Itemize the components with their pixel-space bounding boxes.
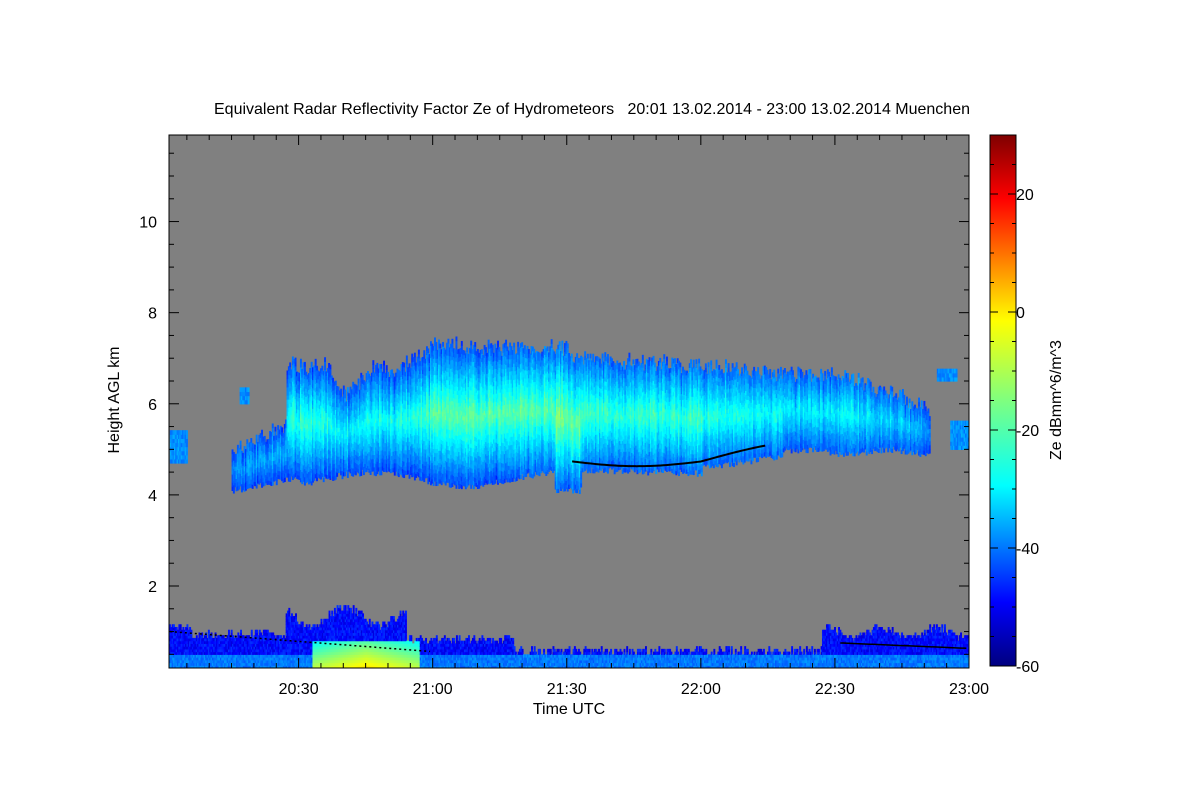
colorbar-tick-label: -40 — [1016, 541, 1039, 558]
x-tick-label: 21:30 — [547, 681, 587, 698]
y-tick-label: 8 — [148, 306, 157, 323]
y-tick-label: 4 — [148, 488, 157, 505]
x-tick-label: 22:30 — [815, 681, 855, 698]
x-tick-label: 22:00 — [681, 681, 721, 698]
y-axis: 2 4 6 8 10 — [139, 152, 969, 655]
colorbar-axis: -60 -40 -20 0 20 — [990, 164, 1039, 676]
cloud-base-line — [169, 630, 431, 653]
x-tick-label: 23:00 — [949, 681, 989, 698]
reflectivity-field — [169, 336, 969, 668]
colorbar — [989, 134, 1017, 667]
colorbar-tick-label: -20 — [1016, 423, 1039, 440]
x-axis: 20:30 21:00 21:30 22:00 22:30 23:00 — [186, 135, 989, 698]
y-tick-label: 6 — [148, 397, 157, 414]
x-axis-label: Time UTC — [533, 701, 605, 718]
y-tick-label: 10 — [139, 215, 157, 232]
colorbar-label: Ze dBmm^6/m^3 — [1048, 340, 1065, 460]
x-tick-label: 20:30 — [279, 681, 319, 698]
cloud-base-line-late — [840, 642, 967, 650]
colorbar-tick-label: 20 — [1016, 187, 1034, 204]
x-tick-label: 21:00 — [413, 681, 453, 698]
y-tick-label: 2 — [148, 579, 157, 596]
colorbar-tick-label: 0 — [1016, 305, 1025, 322]
colorbar-tick-label: -60 — [1016, 659, 1039, 676]
y-axis-label: Height AGL km — [106, 346, 123, 453]
chart-title: Equivalent Radar Reflectivity Factor Ze … — [214, 101, 970, 118]
melting-layer-line — [572, 444, 766, 468]
plot-frame — [168, 134, 970, 669]
